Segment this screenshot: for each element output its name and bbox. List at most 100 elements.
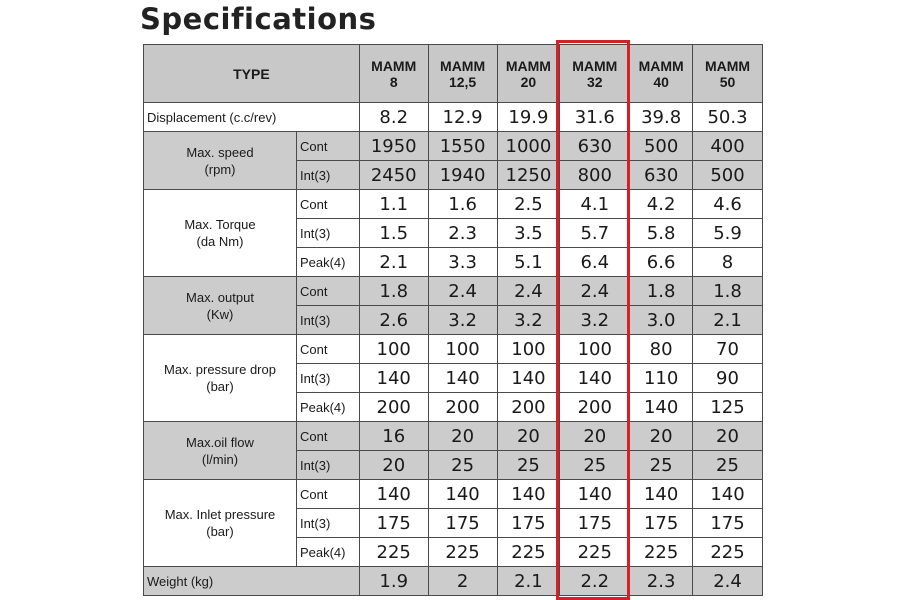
table-cell: 39.8 [629, 102, 694, 132]
table-cell: 225 [358, 537, 429, 567]
table-cell: 1000 [496, 131, 561, 161]
table-cell: 2.1 [358, 247, 429, 277]
table-cell: 140 [629, 479, 694, 509]
table-cell: 16 [358, 421, 429, 451]
table-cell: 140 [559, 363, 631, 393]
table-cell: 8 [692, 247, 763, 277]
page-title: Specifications [140, 2, 377, 36]
table-cell: 2.1 [692, 305, 763, 335]
table-cell: 1950 [358, 131, 429, 161]
table-row: Max.oil flow (l/min) Cont 16 20 20 20 20 20 [143, 421, 763, 480]
group-label: Max. speed (rpm) [143, 131, 297, 190]
table-cell: 200 [358, 392, 429, 422]
table-row: Max. speed (rpm) Cont 1950 1550 1000 630 500 400 [143, 131, 763, 190]
type-header: TYPE [143, 44, 360, 103]
weight-label: Weight (kg) [143, 566, 360, 596]
condition-label: Cont [295, 334, 360, 364]
table-row: Max. pressure drop (bar) Cont 100 100 100 100 8… [143, 334, 763, 422]
model-header: MAMM 50 [692, 44, 763, 103]
table-cell: 140 [629, 392, 694, 422]
table-cell: 4.2 [629, 189, 694, 219]
table-cell: 50.3 [692, 102, 763, 132]
table-cell: 175 [629, 508, 694, 538]
table-cell: 140 [692, 479, 763, 509]
model-header-line2: 20 [520, 73, 537, 90]
model-header-line2: 32 [586, 73, 603, 90]
condition-label: Int(3) [295, 450, 360, 480]
table-cell: 19.9 [496, 102, 561, 132]
table-cell: 225 [496, 537, 561, 567]
condition-label: Int(3) [295, 218, 360, 248]
model-header-line1: MAMM [505, 57, 551, 74]
table-cell: 20 [559, 421, 631, 451]
table-cell: 140 [559, 479, 631, 509]
condition-label: Peak(4) [295, 392, 360, 422]
table-cell: 4.6 [692, 189, 763, 219]
table-cell: 125 [692, 392, 763, 422]
table-cell: 90 [692, 363, 763, 393]
table-cell: 5.1 [496, 247, 561, 277]
table-cell: 1.8 [358, 276, 429, 306]
table-cell: 3.3 [427, 247, 498, 277]
table-cell: 500 [692, 160, 763, 190]
condition-label: Int(3) [295, 508, 360, 538]
table-row: Int(3) 175 175 175 175 175 175 [144, 508, 763, 538]
group-label-line1: Max. speed [186, 144, 254, 160]
table-cell: 1550 [427, 131, 498, 161]
table-cell: 1940 [427, 160, 498, 190]
table-cell: 175 [692, 508, 763, 538]
table-cell: 2.4 [692, 566, 763, 596]
table-cell: 1.8 [692, 276, 763, 306]
table-cell: 175 [559, 508, 631, 538]
table-cell: 25 [629, 450, 694, 480]
group-label-line2: (bar) [206, 524, 234, 539]
displacement-row: Displacement (c.c/rev) 8.2 12.9 19.9 31.6 39.… [143, 102, 763, 132]
table-cell: 175 [496, 508, 561, 538]
table-cell: 1.1 [358, 189, 429, 219]
condition-label: Int(3) [295, 363, 360, 393]
condition-label: Peak(4) [295, 537, 360, 567]
model-header: MAMM 8 [358, 44, 429, 103]
table-row: Max. Torque (da Nm) Cont 1.1 1.6 2.5 4.1 4.2 4.6 [143, 189, 763, 277]
group-label-line1: Max. Torque [184, 217, 256, 232]
table-cell: 140 [427, 479, 498, 509]
table-row: Peak(4) 2.1 3.3 5.1 6.4 6.6 8 [144, 247, 763, 277]
table-cell: 140 [496, 479, 561, 509]
table-cell: 1250 [496, 160, 561, 190]
group-label: Max. pressure drop (bar) [143, 334, 297, 422]
model-header: MAMM 12,5 [427, 44, 498, 103]
table-cell: 800 [559, 160, 631, 190]
model-header: MAMM 40 [629, 44, 694, 103]
table-cell: 20 [358, 450, 429, 480]
group-label-line2: (Kw) [206, 306, 234, 322]
model-header-line1: MAMM [704, 57, 751, 74]
group-label-line1: Max. output [186, 289, 254, 305]
model-header: MAMM 32 [559, 44, 631, 103]
table-cell: 12.9 [427, 102, 498, 132]
table-cell: 2.5 [496, 189, 561, 219]
table-cell: 100 [496, 334, 561, 364]
table-cell: 3.2 [427, 305, 498, 335]
condition-label: Cont [295, 421, 360, 451]
table-cell: 140 [427, 363, 498, 393]
table-cell: 3.0 [629, 305, 694, 335]
table-row: Int(3) 140 140 140 140 110 90 [144, 363, 763, 393]
table-row: Max. Inlet pressure (bar) Cont 140 140 140 140… [143, 479, 763, 567]
table-cell: 5.9 [692, 218, 763, 248]
table-cell: 80 [629, 334, 694, 364]
table-cell: 1.5 [358, 218, 429, 248]
condition-label: Cont [295, 276, 360, 306]
table-cell: 630 [559, 131, 631, 161]
table-cell: 1.6 [427, 189, 498, 219]
table-cell: 2.3 [427, 218, 498, 248]
model-header-line1: MAMM [572, 57, 618, 74]
table-cell: 175 [358, 508, 429, 538]
model-header-line2: 12,5 [448, 73, 477, 90]
table-cell: 2.2 [559, 566, 631, 596]
group-label-line2: (bar) [206, 379, 234, 394]
group-label-line2: (l/min) [201, 451, 239, 467]
table-row: Int(3) 20 25 25 25 25 25 [144, 450, 763, 480]
condition-label: Cont [295, 131, 360, 161]
table-cell: 6.6 [629, 247, 694, 277]
group-label-line2: (rpm) [204, 161, 236, 177]
